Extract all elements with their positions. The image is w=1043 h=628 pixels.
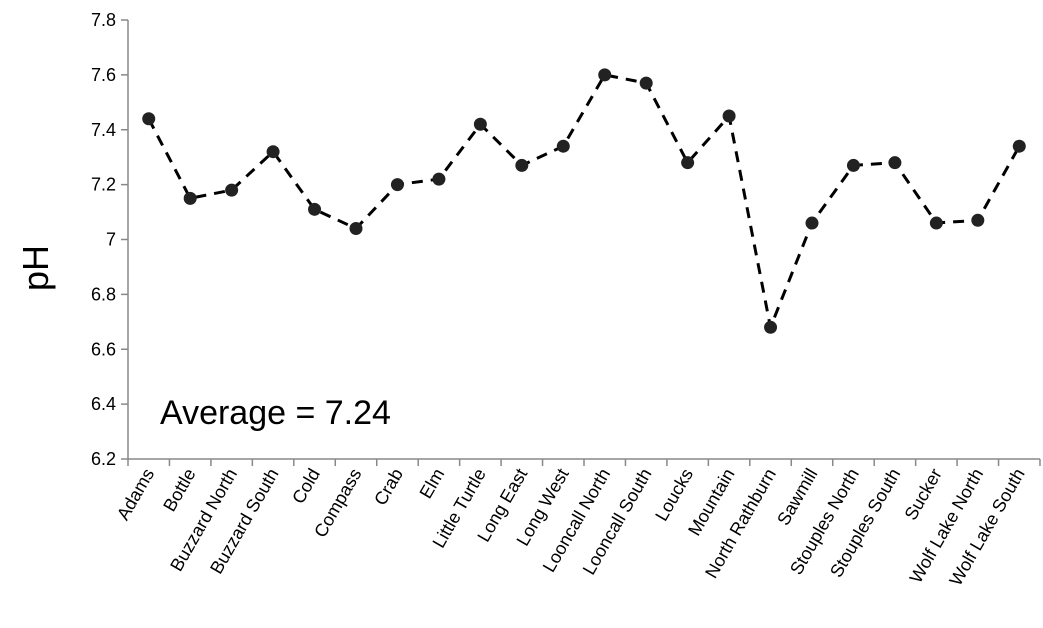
y-tick-label: 6.8: [91, 284, 116, 304]
data-series: [142, 68, 1026, 334]
data-point: [846, 158, 860, 172]
data-point: [888, 156, 902, 170]
data-point: [639, 76, 653, 90]
x-category-label: Crab: [370, 465, 407, 509]
data-point: [349, 222, 363, 236]
y-axis-title: pH: [15, 245, 56, 291]
x-category-label: Wolf Lake South: [946, 465, 1029, 589]
y-tick-label: 7.4: [91, 120, 116, 140]
y-tick-label: 7.6: [91, 65, 116, 85]
data-point: [929, 216, 943, 230]
x-category-label: Bottle: [159, 465, 199, 515]
data-point: [805, 216, 819, 230]
series-line: [147, 73, 1021, 333]
y-tick-label: 6.2: [91, 449, 116, 469]
y-tick-label: 6.4: [91, 394, 116, 414]
y-tick-label: 7.8: [91, 10, 116, 30]
data-point: [473, 117, 487, 131]
data-point: [971, 213, 985, 227]
y-tick-label: 6.6: [91, 339, 116, 359]
x-category-label: Elm: [416, 465, 449, 502]
data-point: [225, 183, 239, 197]
data-point: [308, 202, 322, 216]
x-category-label: Adams: [113, 465, 158, 524]
data-point: [142, 112, 156, 126]
data-point: [681, 156, 695, 170]
data-point: [598, 68, 612, 82]
data-point: [1012, 139, 1026, 153]
data-point: [266, 145, 280, 159]
x-category-label: Loucks: [651, 465, 697, 524]
y-tick-label: 7.2: [91, 175, 116, 195]
data-point: [432, 172, 446, 186]
data-point: [515, 158, 529, 172]
x-category-label: Cold: [288, 465, 324, 507]
y-tick-label: 7: [106, 230, 116, 250]
data-point: [764, 320, 778, 334]
data-point: [556, 139, 570, 153]
data-point: [183, 191, 197, 205]
x-category-label: Sucker: [900, 465, 945, 524]
data-point: [390, 178, 404, 192]
data-point: [722, 109, 736, 123]
average-annotation: Average = 7.24: [160, 394, 391, 432]
